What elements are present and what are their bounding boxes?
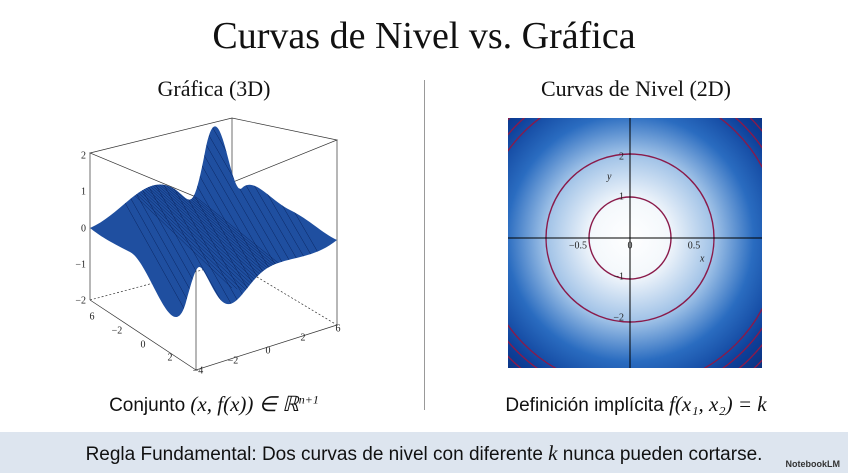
footer-part: nunca pueden cortarse. xyxy=(562,444,763,465)
badge: NotebookLM xyxy=(785,459,841,469)
tick-label: 2 xyxy=(301,332,306,343)
tick-label: −2 xyxy=(228,355,239,366)
axis-label: y xyxy=(606,171,612,182)
tick-label: 2 xyxy=(619,151,624,162)
tick-label: 6 xyxy=(90,311,95,322)
plots: 2 1 0 −1 −2 6 −2 0 2 −4 −2 0 2 6 2 1 −1 −2 −0.5 0 0.5 y x xyxy=(75,117,762,376)
tick-label: −2 xyxy=(112,325,123,336)
caption-text: Conjunto xyxy=(109,395,186,416)
left-caption: Conjunto (x, f(x)) ∈ ℝn+1 xyxy=(64,392,364,417)
mesh-line xyxy=(126,168,269,296)
tick-label: 1 xyxy=(81,186,86,197)
footer-part: Regla Fundamental: Dos curvas de nivel c… xyxy=(85,444,543,465)
tick-label: 1 xyxy=(619,191,624,202)
tick-label: −2 xyxy=(613,312,624,323)
tick-label: 2 xyxy=(81,150,86,161)
right-heading: Curvas de Nivel (2D) xyxy=(540,76,731,101)
footer: Regla Fundamental: Dos curvas de nivel c… xyxy=(0,432,848,473)
tick-label: 0 xyxy=(266,345,271,356)
divider xyxy=(424,80,425,410)
contour-plot xyxy=(508,118,762,368)
tick-label: −2 xyxy=(75,295,86,306)
tick-label: 6 xyxy=(336,323,341,334)
tick-label: −1 xyxy=(613,271,624,282)
mesh-line xyxy=(137,172,280,299)
tick-label: 0 xyxy=(141,339,146,350)
tick-label: −0.5 xyxy=(569,240,587,251)
caption-text: Definición implícita xyxy=(505,395,664,416)
tick-label: −1 xyxy=(75,259,86,270)
axis-label: x xyxy=(699,253,705,264)
mesh-line xyxy=(132,170,275,297)
caption-math: (x, f(x)) ∈ ℝ xyxy=(190,392,299,416)
tick-label: 0.5 xyxy=(688,240,701,251)
tick-label: −4 xyxy=(193,365,204,376)
footer-text: Regla Fundamental: Dos curvas de nivel c… xyxy=(0,441,848,466)
caption-sup: n+1 xyxy=(298,392,319,407)
left-heading: Gráfica (3D) xyxy=(157,76,271,101)
footer-k: k xyxy=(548,441,558,465)
tick-label: 0 xyxy=(628,240,633,251)
tick-label: 2 xyxy=(168,352,173,363)
tick-label: 0 xyxy=(81,223,86,234)
title: Curvas de Nivel vs. Gráfica xyxy=(212,15,636,57)
caption-math: f(x₁, x₂) = k xyxy=(669,392,767,416)
right-caption: Definición implícita f(x₁, x₂) = k xyxy=(466,392,806,417)
